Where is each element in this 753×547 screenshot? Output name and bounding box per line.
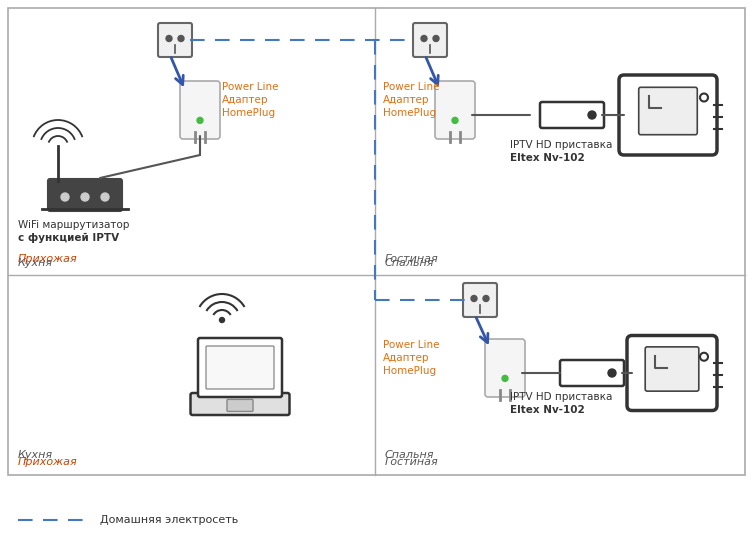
Text: с функцией IPTV: с функцией IPTV <box>18 233 119 243</box>
Text: Прихожая: Прихожая <box>18 457 78 467</box>
Text: Power Line
Адаптер
HomePlug: Power Line Адаптер HomePlug <box>383 82 440 118</box>
Bar <box>8 8 745 475</box>
Text: Гостиная: Гостиная <box>385 457 439 467</box>
Text: Спальня: Спальня <box>385 258 434 268</box>
Circle shape <box>421 36 427 42</box>
Text: Спальня: Спальня <box>385 450 434 460</box>
FancyBboxPatch shape <box>540 102 604 128</box>
Circle shape <box>608 369 616 377</box>
FancyBboxPatch shape <box>191 393 289 415</box>
FancyBboxPatch shape <box>639 88 697 135</box>
Circle shape <box>101 193 109 201</box>
Text: IPTV HD приставка: IPTV HD приставка <box>510 140 612 150</box>
Text: Домашняя электросеть: Домашняя электросеть <box>100 515 238 525</box>
Circle shape <box>220 317 224 323</box>
FancyBboxPatch shape <box>227 399 253 411</box>
Circle shape <box>471 295 477 301</box>
FancyBboxPatch shape <box>198 338 282 397</box>
Text: Кухня: Кухня <box>18 450 53 460</box>
Text: Power Line
Адаптер
HomePlug: Power Line Адаптер HomePlug <box>222 82 279 118</box>
Text: Прихожая: Прихожая <box>18 254 78 264</box>
Circle shape <box>433 36 439 42</box>
FancyBboxPatch shape <box>645 347 699 391</box>
Circle shape <box>178 36 184 42</box>
FancyBboxPatch shape <box>413 23 447 57</box>
FancyBboxPatch shape <box>627 335 717 410</box>
Text: Кухня: Кухня <box>18 258 53 268</box>
FancyBboxPatch shape <box>560 360 624 386</box>
Text: Гостиная: Гостиная <box>385 254 439 264</box>
Circle shape <box>197 118 203 124</box>
Circle shape <box>588 111 596 119</box>
Circle shape <box>502 375 508 381</box>
FancyBboxPatch shape <box>158 23 192 57</box>
Circle shape <box>81 193 89 201</box>
FancyBboxPatch shape <box>463 283 497 317</box>
FancyBboxPatch shape <box>619 75 717 155</box>
Text: IPTV HD приставка: IPTV HD приставка <box>510 392 612 402</box>
Text: Power Line
Адаптер
HomePlug: Power Line Адаптер HomePlug <box>383 340 440 376</box>
FancyBboxPatch shape <box>48 179 122 211</box>
Text: WiFi маршрутизатор: WiFi маршрутизатор <box>18 220 130 230</box>
Text: Eltex Nv-102: Eltex Nv-102 <box>510 153 585 163</box>
FancyBboxPatch shape <box>485 339 525 397</box>
Text: Eltex Nv-102: Eltex Nv-102 <box>510 405 585 415</box>
Circle shape <box>166 36 172 42</box>
Circle shape <box>483 295 489 301</box>
Circle shape <box>61 193 69 201</box>
FancyBboxPatch shape <box>206 346 274 389</box>
FancyBboxPatch shape <box>180 81 220 139</box>
FancyBboxPatch shape <box>435 81 475 139</box>
Circle shape <box>452 118 458 124</box>
